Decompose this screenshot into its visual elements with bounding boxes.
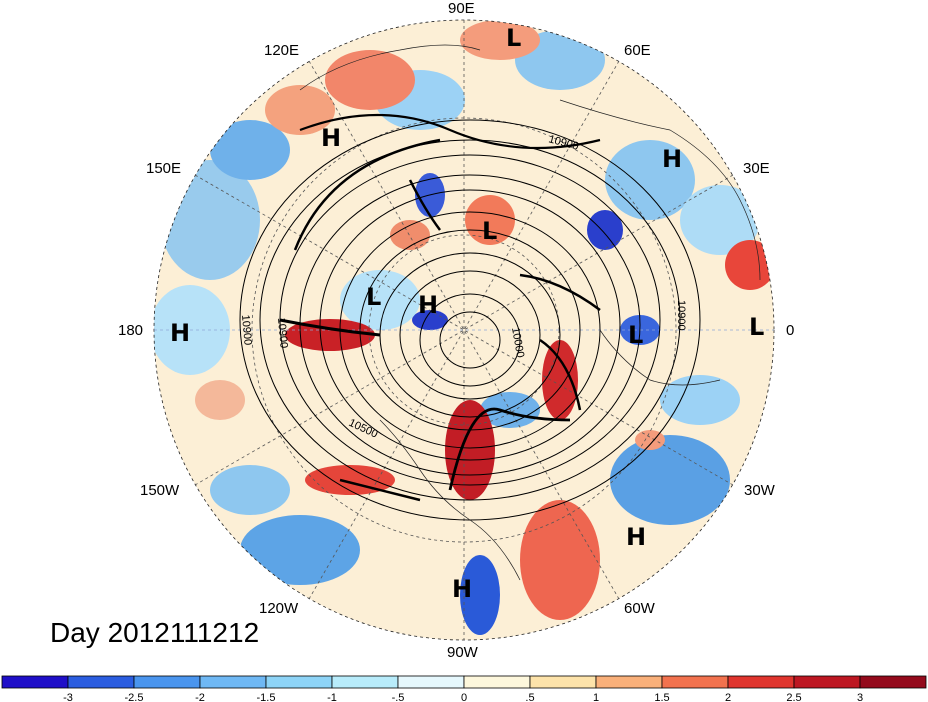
high-center: H: [626, 523, 646, 551]
colorbar-swatch: [67, 675, 135, 689]
colorbar-swatch: [595, 675, 663, 689]
colorbar-swatch: [265, 675, 333, 689]
colorbar-tick-label: 0: [461, 692, 467, 702]
lon-label-30e: 30E: [743, 160, 770, 177]
colorbar-tick-label: 1.5: [654, 692, 669, 702]
high-center: H: [321, 124, 341, 152]
colorbar-tick-label: 3: [857, 692, 863, 702]
lon-label-0: 0: [786, 322, 794, 339]
contour-label: 10900: [239, 314, 254, 346]
colorbar-swatch: [397, 675, 465, 689]
colorbar-tick-label: -2: [195, 692, 205, 702]
lon-label-180: 180: [118, 322, 143, 339]
colorbar-swatch: [133, 675, 201, 689]
colorbar-swatch: [793, 675, 861, 689]
contour-labels: 10900 10900 10900 10500 10000 10900: [239, 133, 687, 440]
colorbar-swatch: [463, 675, 531, 689]
colorbar-swatch: [727, 675, 795, 689]
colorbar-swatch: [859, 675, 927, 689]
low-center: L: [749, 313, 764, 341]
lon-label-150e: 150E: [146, 160, 181, 177]
colorbar-tick-label: -.5: [392, 692, 405, 702]
colorbar-tick-label: 1: [593, 692, 599, 702]
lon-label-90e: 90E: [448, 0, 475, 17]
colorbar-tick-label: -2.5: [125, 692, 144, 702]
contour-label: 10900: [675, 300, 687, 331]
colorbar-swatch: [199, 675, 267, 689]
lon-label-120e: 120E: [264, 42, 299, 59]
low-center: L: [366, 283, 381, 311]
low-center: L: [506, 24, 521, 52]
lon-label-30w: 30W: [744, 482, 776, 499]
coastlines: [299, 44, 761, 581]
colorbar-swatch: [529, 675, 597, 689]
high-center: H: [418, 291, 438, 319]
colorbar-swatch: [331, 675, 399, 689]
colorbar-tick-label: -1.5: [257, 692, 276, 702]
pressure-centers: L H H L L H H L L H H: [170, 24, 764, 603]
contour-label: 10900: [275, 317, 290, 349]
high-center: H: [170, 319, 190, 347]
contour-label: 10000: [509, 326, 526, 358]
colorbar-swatch: [1, 675, 69, 689]
colorbar: -3 -2.5 -2 -1.5 -1 -.5 0 .5 1 1.5 2 2.5 3: [1, 675, 927, 702]
high-center: H: [452, 575, 472, 603]
low-center: L: [628, 321, 643, 349]
lon-label-150w: 150W: [140, 482, 180, 499]
lon-label-60e: 60E: [624, 42, 651, 59]
high-center: H: [662, 145, 682, 173]
colorbar-tick-label: 2.5: [786, 692, 801, 702]
colorbar-tick-label: .5: [525, 692, 534, 702]
height-contours: [239, 113, 701, 521]
colorbar-tick-label: -3: [63, 692, 73, 702]
lon-label-90w: 90W: [447, 644, 479, 661]
low-center: L: [482, 217, 497, 245]
lon-label-120w: 120W: [259, 600, 299, 617]
day-title: Day 2012111212: [50, 617, 260, 648]
lat-lon-grid: [153, 19, 775, 641]
colorbar-tick-label: -1: [327, 692, 337, 702]
lon-label-60w: 60W: [624, 600, 656, 617]
longitude-labels: 90E 120E 60E 150E 30E 180 0 150W 30W 120…: [118, 0, 794, 661]
colorbar-swatch: [661, 675, 729, 689]
colorbar-tick-label: 2: [725, 692, 731, 702]
